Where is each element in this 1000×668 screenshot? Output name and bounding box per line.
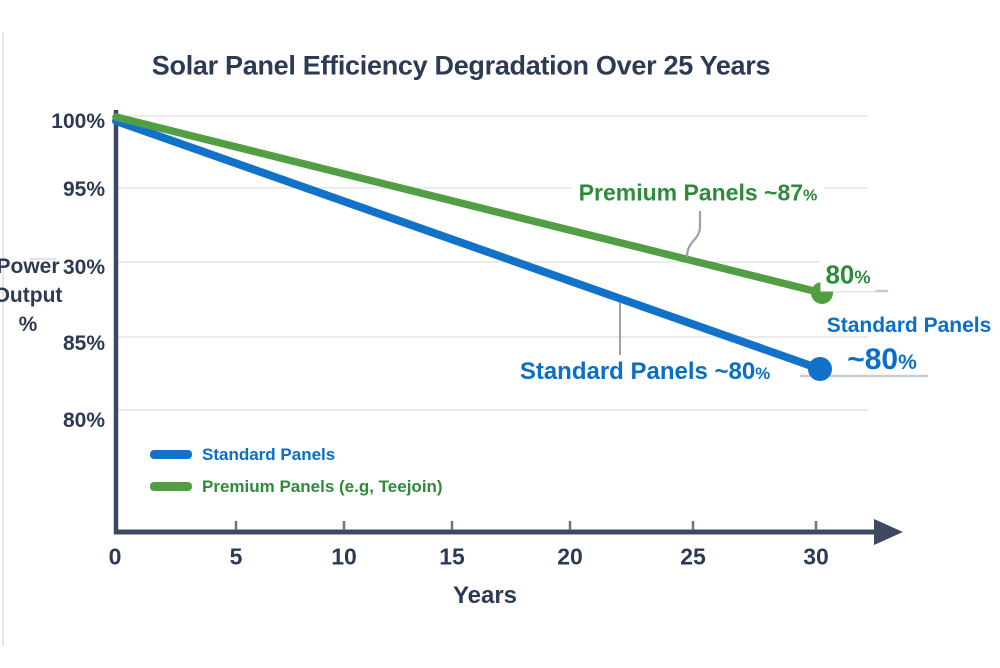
premium-panels-line	[112, 113, 826, 297]
y-axis-title-line1: Power	[0, 255, 60, 278]
standard-endpoint-value-label: ~80%	[847, 343, 917, 377]
x-tick-25: 25	[680, 543, 706, 570]
legend-label-premium: Premium Panels (e.g, Teejoin)	[202, 477, 443, 496]
premium-endpoint-label: 80%	[820, 258, 876, 292]
standard-annotation-pct: %	[755, 364, 771, 383]
premium-endpoint-pct: %	[854, 267, 871, 288]
premium-annotation-pct: %	[803, 186, 818, 205]
y-tick-95: 95%	[62, 178, 105, 201]
y-tick-80: 80%	[62, 409, 105, 432]
y-tick-85: 85%	[62, 332, 105, 355]
x-axis-title: Years	[452, 582, 518, 609]
x-tick-20: 20	[557, 543, 583, 570]
legend-swatch-premium	[150, 482, 192, 491]
y-tick-100: 100%	[51, 110, 105, 133]
standard-annotation: Standard Panels ~80%	[520, 358, 770, 386]
premium-annotation-text: Premium Panels ~87	[578, 179, 804, 206]
standard-endpoint-value-pct: %	[898, 351, 917, 374]
standard-endpoint-value-text: ~80	[847, 343, 899, 376]
standard-annotation-text: Standard Panels ~80	[519, 358, 756, 385]
y-tick-90-misprint: 30%	[62, 256, 105, 279]
x-tick-15: 15	[439, 543, 465, 570]
standard-endpoint-marker	[808, 357, 832, 381]
x-tick-0: 0	[108, 543, 122, 570]
gridlines	[30, 115, 868, 411]
legend-swatch-standard	[150, 450, 192, 459]
premium-annotation-leader-line	[685, 211, 702, 258]
premium-endpoint-text: 80	[825, 259, 855, 290]
y-axis-title-line3: %	[18, 313, 38, 336]
x-axis-ticks	[234, 521, 818, 530]
x-tick-10: 10	[331, 543, 357, 570]
standard-panels-line	[112, 117, 824, 373]
y-axis-title-line2: Output	[0, 284, 63, 307]
chart-title: Solar Panel Efficiency Degradation Over …	[151, 50, 771, 81]
x-tick-5: 5	[229, 543, 243, 570]
x-tick-30: 30	[803, 543, 829, 570]
legend-label-standard: Standard Panels	[202, 445, 336, 464]
standard-endpoint-name-label: Standard Panels	[826, 314, 992, 337]
y-axis-title: Power Output %	[0, 252, 66, 339]
premium-annotation: Premium Panels ~87%	[571, 177, 825, 209]
x-axis-arrowhead-icon	[874, 519, 903, 545]
